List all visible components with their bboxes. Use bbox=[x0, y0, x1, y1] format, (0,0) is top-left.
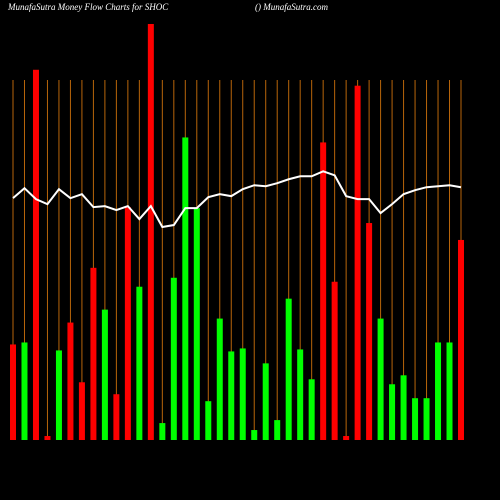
bar bbox=[354, 85, 361, 440]
bar bbox=[285, 298, 292, 440]
bar bbox=[274, 420, 281, 440]
bar bbox=[101, 309, 108, 440]
bar bbox=[78, 382, 85, 440]
bar bbox=[389, 384, 396, 440]
bar bbox=[170, 277, 177, 440]
bar bbox=[400, 375, 407, 440]
bar bbox=[67, 322, 74, 440]
bar bbox=[435, 342, 442, 440]
bar bbox=[331, 281, 338, 440]
bar bbox=[193, 208, 200, 440]
bar bbox=[446, 342, 453, 440]
bar bbox=[90, 267, 97, 440]
chart-title: MunafaSutra Money Flow Charts for SHOC bbox=[7, 2, 169, 12]
bar bbox=[458, 239, 464, 440]
bar bbox=[251, 430, 258, 440]
bar bbox=[412, 398, 419, 440]
bar bbox=[262, 363, 269, 440]
bar bbox=[147, 23, 154, 440]
chart-subtitle: () MunafaSutra.com bbox=[255, 2, 328, 12]
bar bbox=[297, 349, 304, 440]
bar bbox=[308, 379, 315, 440]
bar bbox=[239, 348, 246, 440]
bar bbox=[216, 318, 223, 440]
bar bbox=[343, 436, 350, 440]
bar bbox=[21, 342, 28, 440]
line bbox=[12, 170, 462, 229]
bar bbox=[366, 223, 373, 440]
bar bbox=[44, 436, 51, 440]
bar bbox=[182, 137, 189, 440]
bar bbox=[32, 69, 39, 441]
bar bbox=[377, 318, 384, 440]
bar bbox=[159, 423, 166, 440]
bar bbox=[113, 394, 120, 440]
bar bbox=[10, 344, 16, 440]
bar bbox=[423, 398, 430, 440]
bar bbox=[228, 351, 235, 440]
bar bbox=[55, 350, 62, 440]
bar bbox=[320, 142, 327, 440]
bar bbox=[136, 286, 143, 440]
bar bbox=[124, 207, 131, 440]
bar bbox=[205, 401, 212, 440]
